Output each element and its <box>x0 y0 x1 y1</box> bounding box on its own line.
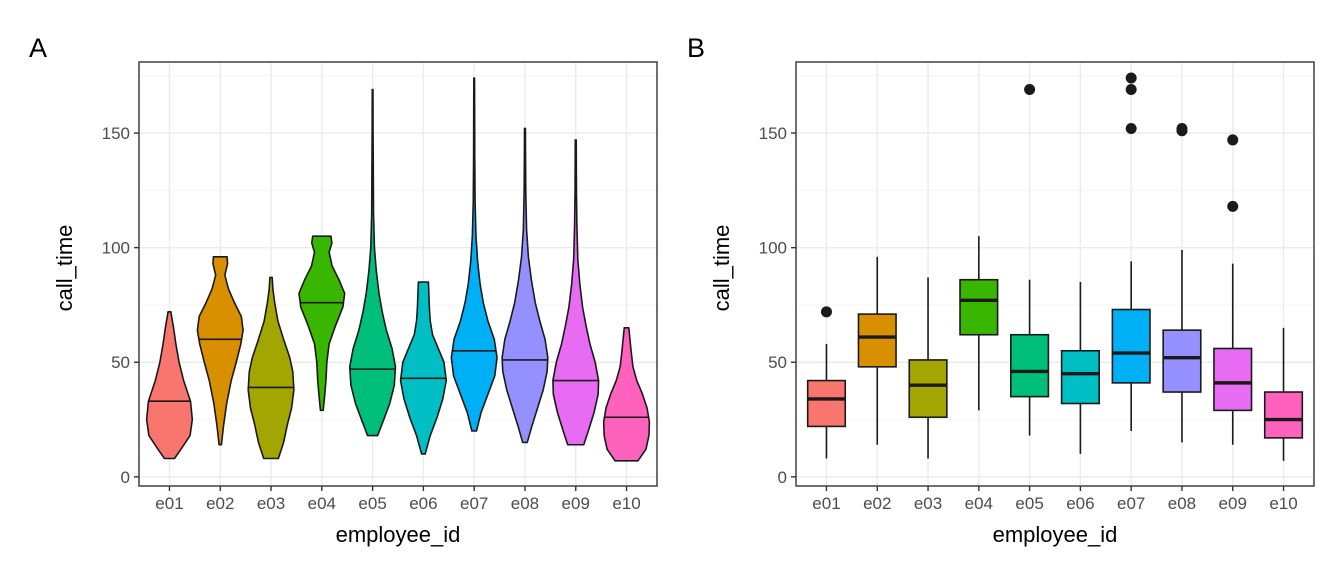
outlier-point-e05 <box>1024 84 1036 96</box>
box-e03 <box>908 359 948 419</box>
y-tick-label-b: 150 <box>759 124 787 143</box>
y-tick-label-a: 50 <box>111 353 130 372</box>
x-axis-title-b: employee_id <box>993 522 1118 547</box>
panel-label-b: B <box>687 33 705 63</box>
y-tick-label-a: 0 <box>121 468 130 487</box>
box-e07 <box>1111 308 1151 384</box>
box-e01 <box>806 379 847 428</box>
violin-e02 <box>196 256 244 446</box>
outlier-point-e07 <box>1125 122 1137 134</box>
box-e10 <box>1263 391 1304 439</box>
violin-e07 <box>450 77 498 432</box>
y-axis-title-b: call_time <box>709 225 734 312</box>
plot-area-b: 0 50 100 150 e01 e02 e03 e04 e05 e06 e07 e08 e09 e10 <box>759 61 1315 513</box>
violin-e06 <box>399 281 448 455</box>
y-tick-label-b: 100 <box>759 239 787 258</box>
panel-border-b <box>795 61 1315 487</box>
x-tick-label-a: e07 <box>460 494 488 513</box>
x-tick-label-b: e10 <box>1269 494 1297 513</box>
box-e09 <box>1213 347 1253 412</box>
outlier-point-e07 <box>1125 72 1137 84</box>
x-tick-label-a: e03 <box>257 494 285 513</box>
outlier-point-e09 <box>1227 134 1239 146</box>
y-tick-label-b: 50 <box>768 353 787 372</box>
x-tick-label-b: e02 <box>863 494 891 513</box>
outlier-point-e08 <box>1176 125 1188 137</box>
x-tick-label-b: e01 <box>812 494 840 513</box>
box-e06 <box>1060 349 1100 405</box>
x-tick-label-a: e02 <box>206 494 234 513</box>
violin-e09 <box>552 139 600 446</box>
x-tick-label-b: e07 <box>1117 494 1145 513</box>
violin-e03 <box>247 276 295 460</box>
x-axis-title-a: employee_id <box>336 522 461 547</box>
x-tick-label-b: e06 <box>1066 494 1094 513</box>
x-tick-label-a: e08 <box>511 494 539 513</box>
y-axis-title-a: call_time <box>52 225 77 312</box>
y-tick-label-a: 100 <box>102 239 130 258</box>
panel-border-a <box>138 61 658 487</box>
x-tick-label-a: e06 <box>409 494 437 513</box>
x-tick-label-b: e08 <box>1168 494 1196 513</box>
outlier-point-e07 <box>1125 84 1137 96</box>
x-tick-label-b: e04 <box>965 494 993 513</box>
y-tick-label-b: 0 <box>778 468 787 487</box>
x-tick-label-a: e04 <box>308 494 336 513</box>
x-tick-label-b: e09 <box>1219 494 1247 513</box>
violin-e08 <box>501 127 549 444</box>
x-tick-label-b: e03 <box>914 494 942 513</box>
violin-e10 <box>602 327 651 462</box>
violin-e04 <box>298 235 346 412</box>
box-e05 <box>1010 333 1050 398</box>
box-e08 <box>1162 329 1202 393</box>
violin-e05 <box>348 88 397 437</box>
panel-b: B employee_id call_time 0 50 100 150 e01 e02 e… <box>687 33 1315 547</box>
x-tick-label-b: e05 <box>1015 494 1043 513</box>
y-tick-label-a: 150 <box>102 124 130 143</box>
x-tick-label-a: e05 <box>358 494 386 513</box>
panel-label-a: A <box>29 33 47 63</box>
panel-a: A employee_id call_time 0 50 100 150 e01 e02 e… <box>29 33 658 547</box>
plot-area-a: 0 50 100 150 e01 e02 e03 e04 e05 e06 e07 e08 e09 e10 <box>102 61 658 513</box>
x-tick-label-a: e01 <box>155 494 183 513</box>
outlier-point-e09 <box>1227 200 1239 212</box>
box-e02 <box>857 313 897 368</box>
violin-e01 <box>145 311 194 460</box>
box-e04 <box>959 278 999 336</box>
outlier-point-e01 <box>820 306 832 318</box>
x-tick-label-a: e10 <box>612 494 640 513</box>
x-tick-label-a: e09 <box>562 494 590 513</box>
